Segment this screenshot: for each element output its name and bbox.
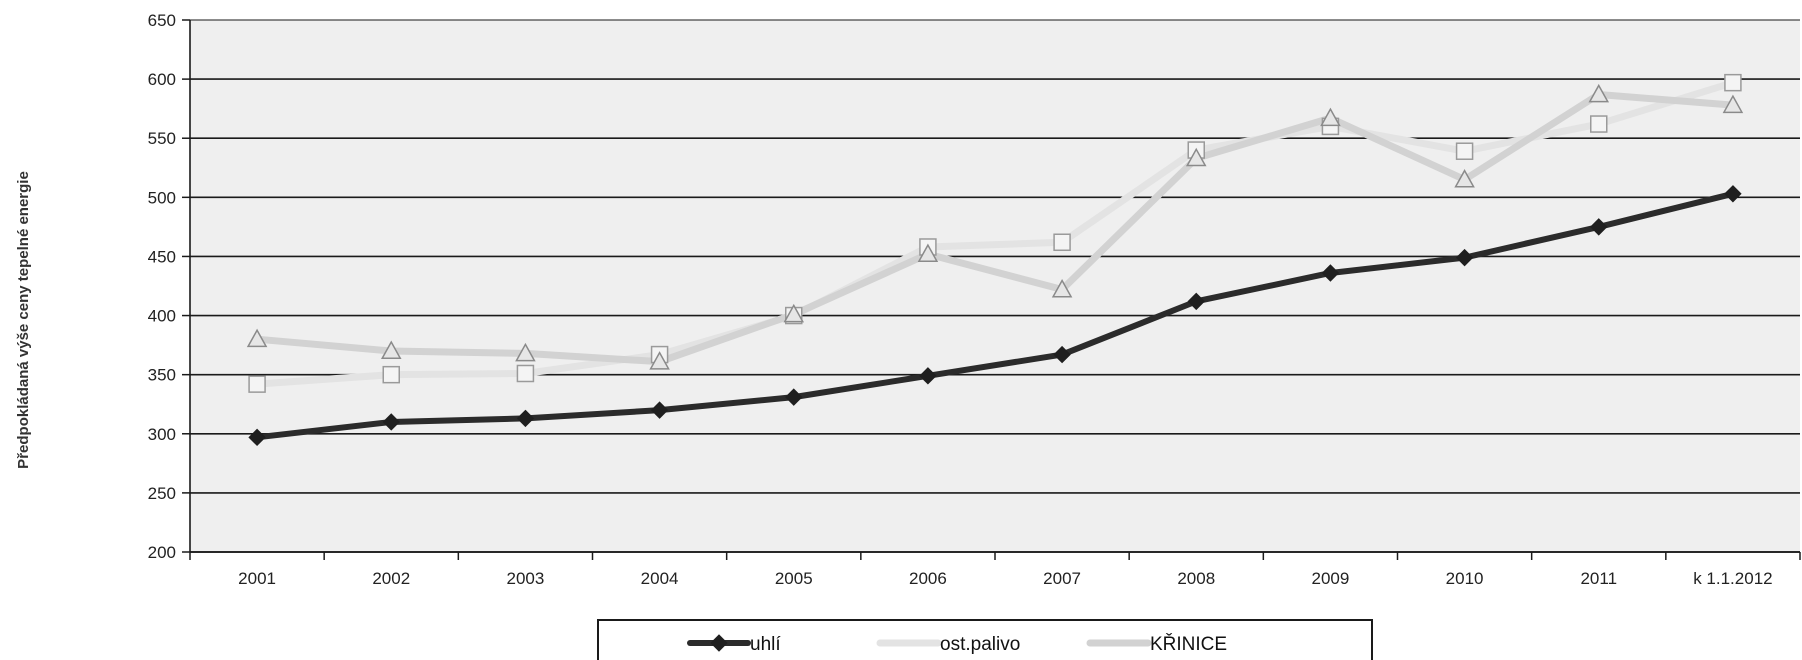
x-tick-label: 2005	[775, 569, 813, 588]
y-tick-label: 650	[148, 11, 176, 30]
data-point-diamond	[1321, 264, 1340, 282]
y-axis-title: Předpokládaná výše ceny tepelné energie	[15, 171, 32, 469]
legend-label: uhlí	[750, 634, 781, 655]
y-tick-label: 300	[148, 425, 176, 444]
x-tick-label: 2007	[1043, 569, 1081, 588]
data-point-triangle	[246, 328, 268, 348]
y-tick-label: 200	[148, 543, 176, 562]
plot-area	[190, 20, 1800, 552]
x-tick-label: 2001	[238, 569, 276, 588]
axes	[189, 20, 1801, 560]
x-tick-label: k 1.1.2012	[1693, 569, 1772, 588]
markers	[246, 73, 1744, 447]
data-point-triangle	[515, 342, 536, 362]
data-point-diamond	[785, 388, 803, 406]
x-tick-label: 2010	[1446, 569, 1484, 588]
data-point-diamond	[382, 413, 400, 431]
data-point-triangle	[1320, 107, 1341, 127]
plot-background	[190, 20, 1800, 552]
data-point-diamond	[248, 428, 266, 447]
data-point-triangle	[1588, 83, 1610, 103]
series-line-triangle	[253, 90, 1737, 366]
x-tick-label: 2006	[909, 569, 947, 588]
data-point-square	[248, 375, 266, 393]
data-point-diamond	[1187, 292, 1205, 311]
data-point-diamond	[919, 367, 937, 385]
data-point-triangle	[1185, 147, 1207, 167]
x-tick-label: 2002	[372, 569, 410, 588]
data-point-triangle	[649, 351, 670, 370]
data-point-diamond	[1590, 218, 1608, 236]
data-point-diamond	[516, 409, 535, 428]
data-point-triangle	[917, 243, 939, 263]
data-point-square	[1724, 73, 1742, 92]
y-tick-label: 600	[148, 70, 176, 89]
data-point-square	[382, 365, 400, 384]
data-point-triangle	[783, 303, 805, 323]
x-tick-label: 2008	[1177, 569, 1215, 588]
data-point-square	[1590, 115, 1608, 133]
legend-label: ost.palivo	[940, 634, 1020, 655]
data-point-diamond	[650, 401, 669, 419]
y-tick-label: 550	[148, 129, 176, 148]
y-tick-label: 350	[148, 366, 176, 385]
y-tick-label: 400	[148, 307, 176, 326]
legend: uhlí ost.palivo KŘINICE	[597, 619, 1373, 660]
x-tick-label: 2009	[1312, 569, 1350, 588]
y-tick-label: 450	[148, 247, 176, 266]
tick-labels: 200 250 300 350 400 450 500 550 600 650 2001 2002 20…	[148, 11, 1773, 588]
data-point-triangle	[1051, 279, 1073, 298]
legend-marker-diamond	[710, 634, 728, 652]
data-point-square	[516, 364, 535, 383]
data-point-triangle	[380, 340, 402, 359]
x-tick-label: 2004	[641, 569, 679, 588]
series-line-square	[253, 79, 1737, 388]
x-tick-label: 2003	[507, 569, 545, 588]
data-point-diamond	[1053, 345, 1071, 364]
y-tick-label: 250	[148, 484, 176, 503]
series	[253, 79, 1737, 441]
data-point-square	[1455, 142, 1474, 160]
x-tick-label: 2011	[1580, 569, 1617, 588]
data-point-triangle	[1722, 94, 1744, 114]
data-point-diamond	[1455, 248, 1474, 267]
data-point-triangle	[1454, 169, 1475, 188]
data-point-square	[1053, 233, 1071, 252]
legend-label: KŘINICE	[1150, 633, 1227, 655]
data-point-diamond	[1724, 185, 1742, 203]
y-tick-label: 500	[148, 188, 176, 207]
series-line-diamond	[254, 190, 1736, 441]
